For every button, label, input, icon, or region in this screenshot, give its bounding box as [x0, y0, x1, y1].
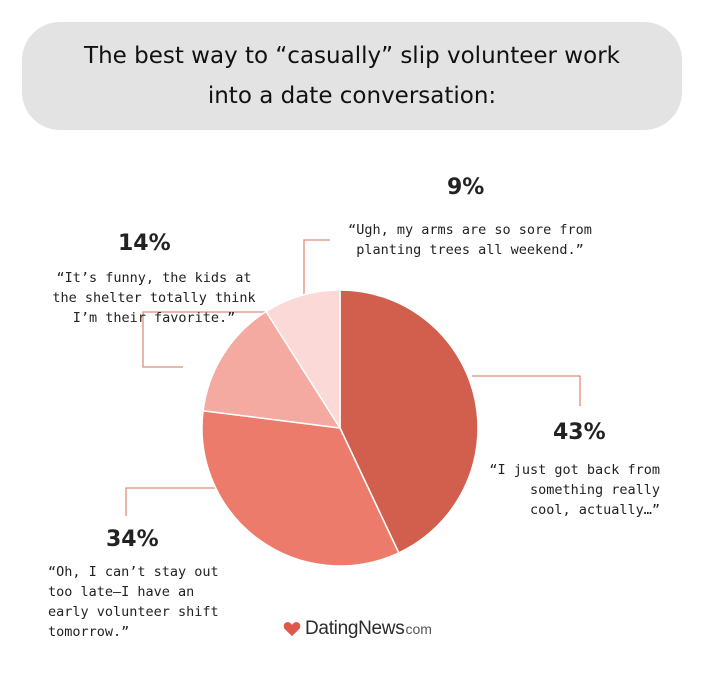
slice-34-quote-line: tomorrow.”: [48, 624, 130, 640]
slice-9-quote: “Ugh, my arms are so sore from planting …: [345, 220, 595, 260]
slice-34-percent-label: 34%: [106, 527, 159, 552]
leader-line: [303, 239, 330, 296]
heart-icon: [283, 622, 301, 637]
slice-34-quote-line: “Oh, I can’t stay out: [48, 564, 219, 580]
leader-line: [125, 487, 218, 516]
slice-14-quote: “It’s funny, the kids at the shelter tot…: [48, 268, 260, 328]
slice-43-quote: “I just got back from something really c…: [470, 460, 660, 520]
slice-43-quote-line: “I just got back from: [489, 462, 660, 478]
slice-43-quote-line: something really: [529, 482, 660, 498]
chart-title-line-1: The best way to “casually” slip voluntee…: [84, 43, 620, 69]
leader-line: [472, 375, 581, 406]
logo-name: DatingNews: [305, 618, 405, 639]
pie-slice-43: [339, 289, 479, 554]
slice-14-quote-line: I’m their favorite.”: [72, 310, 236, 326]
slice-14-quote-line: “It’s funny, the kids at: [56, 270, 252, 286]
slice-34-quote-line: early volunteer shift: [48, 604, 219, 620]
slice-43-quote-line: cool, actually…”: [529, 502, 660, 518]
pie-slice-14: [202, 310, 342, 429]
slice-43-percent-label: 43%: [553, 420, 606, 445]
pie-slice-9: [265, 289, 341, 431]
slice-9-quote-line: “Ugh, my arms are so sore from: [348, 222, 592, 238]
pie-slice-34: [201, 409, 400, 567]
slice-9-percent-label: 9%: [447, 175, 485, 200]
slice-9-quote-line: planting trees all weekend.”: [356, 242, 584, 258]
leader-line: [142, 311, 268, 368]
logo-tld: com: [405, 621, 432, 637]
chart-title-line-2: into a date conversation:: [207, 83, 497, 109]
slice-34-quote: “Oh, I can’t stay out too late—I have an…: [48, 562, 248, 642]
title-banner: The best way to “casually” slip voluntee…: [22, 22, 682, 130]
slice-14-percent-label: 14%: [118, 231, 171, 256]
slice-34-quote-line: too late—I have an: [48, 584, 195, 600]
datingnews-logo: DatingNews com: [283, 617, 432, 641]
slice-14-quote-line: the shelter totally think: [52, 290, 256, 306]
